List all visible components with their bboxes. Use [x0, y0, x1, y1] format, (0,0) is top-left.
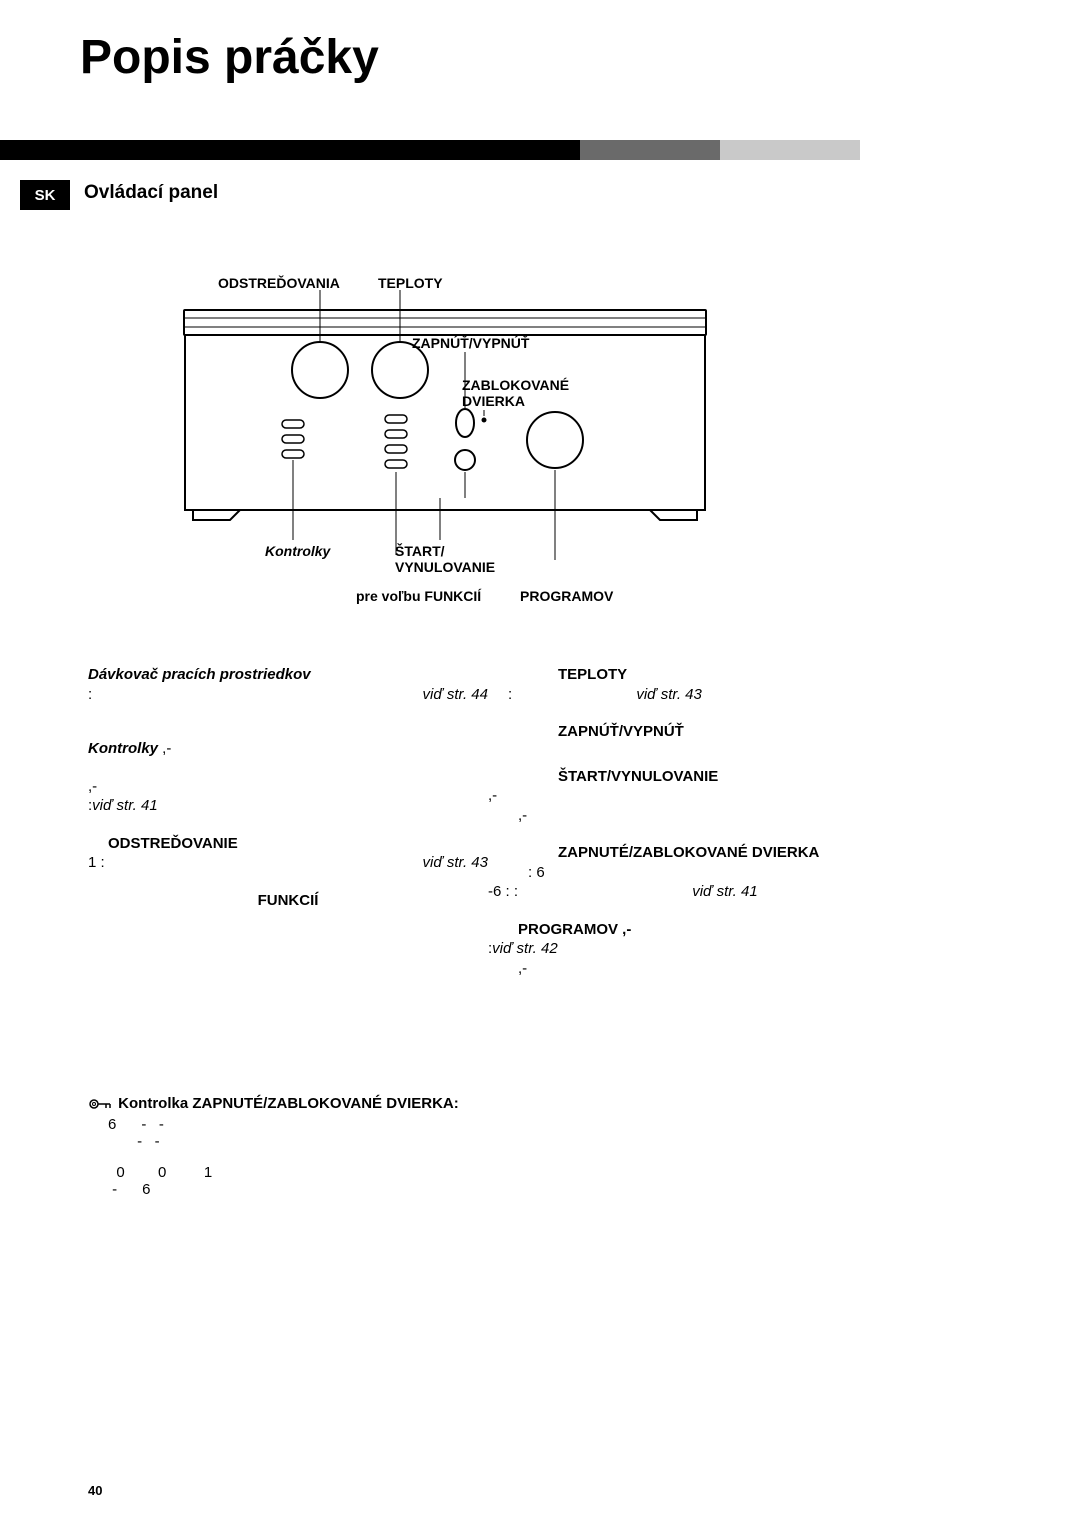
header-bar — [0, 140, 1080, 160]
desc-title: ZAPNUTÉ/ZABLOKOVANÉ DVIERKA — [558, 844, 819, 861]
desc-body: : — [508, 686, 512, 703]
desc-odstredovanie: ODSTREĎOVANIE 1 : viď str. 43 — [88, 834, 488, 873]
desc-funkcii: FUNKCIÍ — [88, 891, 488, 911]
label-programov: PROGRAMOV — [520, 588, 613, 604]
desc-title: ZAPNÚŤ/VYPNÚŤ — [558, 723, 684, 740]
language-badge: SK — [20, 180, 70, 210]
desc-davkovac: Dávkovač pracích prostriedkov : viď str.… — [88, 665, 488, 704]
bottom-line: - - — [108, 1133, 1008, 1150]
led-door-lock — [482, 418, 487, 423]
desc-title: FUNKCIÍ — [258, 892, 319, 909]
label-pre-volbu-funkcii: pre voľbu FUNKCIÍ — [356, 588, 481, 604]
desc-programov: PROGRAMOV ,- :viď str. 42 ,- — [488, 920, 988, 979]
desc-start-vynulovanie: ŠTART/VYNULOVANIE ,- ,- — [488, 767, 988, 826]
bottom-heading: Kontrolka ZAPNUTÉ/ZABLOKOVANÉ DVIERKA: — [118, 1095, 459, 1112]
desc-title: TEPLOTY — [558, 666, 627, 683]
desc-title: Dávkovač pracích prostriedkov — [88, 666, 311, 683]
desc-suffix: ,- — [158, 740, 171, 757]
bar-segment-darkgray — [580, 140, 720, 160]
bar-segment-white — [860, 140, 1080, 160]
bottom-line: 6 - - — [108, 1116, 1008, 1133]
bar-segment-lightgray — [720, 140, 860, 160]
key-icon — [88, 1097, 108, 1111]
section-heading: Ovládací panel — [84, 182, 218, 204]
desc-ref: viď str. 42 — [492, 940, 558, 957]
desc-teploty: TEPLOTY : viď str. 43 — [488, 665, 988, 704]
bottom-line: 0 0 1 — [108, 1164, 1008, 1181]
desc-body: : 6 — [528, 863, 988, 883]
desc-zapnut-vypnut: ZAPNÚŤ/VYPNÚŤ — [488, 722, 988, 742]
button-onoff — [456, 409, 474, 437]
desc-body: 1 : — [88, 854, 105, 871]
desc-ref: viď str. 43 — [422, 853, 488, 873]
knob-program — [527, 412, 583, 468]
desc-line: ,- — [518, 806, 988, 826]
desc-title: PROGRAMOV ,- — [518, 921, 631, 938]
column-left: Dávkovač pracích prostriedkov : viď str.… — [88, 665, 488, 928]
knob-spin — [292, 342, 348, 398]
knob-temp — [372, 342, 428, 398]
bottom-line: - 6 — [108, 1181, 1008, 1198]
desc-title: ODSTREĎOVANIE — [108, 835, 238, 852]
desc-line: ,- — [488, 786, 988, 806]
desc-body: : — [88, 686, 92, 703]
button-start — [455, 450, 475, 470]
desc-ref: viď str. 41 — [92, 797, 158, 814]
desc-line: ,- — [518, 959, 988, 979]
desc-zablokovane-dvierka: ZAPNUTÉ/ZABLOKOVANÉ DVIERKA : 6 -6 : : v… — [488, 843, 988, 902]
desc-kontrolky: Kontrolky ,- ,- :viď str. 41 — [88, 739, 488, 816]
bar-segment-black — [0, 140, 580, 160]
desc-ref: viď str. 44 — [422, 685, 488, 705]
page-number: 40 — [88, 1483, 102, 1498]
control-panel-diagram — [170, 260, 730, 565]
desc-title: ŠTART/VYNULOVANIE — [558, 768, 718, 785]
desc-title: Kontrolky — [88, 740, 158, 757]
desc-extra: -6 : : — [488, 883, 518, 900]
column-right: TEPLOTY : viď str. 43 ZAPNÚŤ/VYPNÚŤ ŠTAR… — [488, 665, 988, 996]
desc-ref: viď str. 41 — [692, 883, 758, 900]
desc-ref: viď str. 43 — [636, 686, 702, 703]
page-title: Popis práčky — [80, 30, 379, 85]
panel-svg — [170, 260, 730, 560]
bottom-note: Kontrolka ZAPNUTÉ/ZABLOKOVANÉ DVIERKA: 6… — [88, 1095, 1008, 1198]
desc-line: ,- — [88, 777, 488, 797]
